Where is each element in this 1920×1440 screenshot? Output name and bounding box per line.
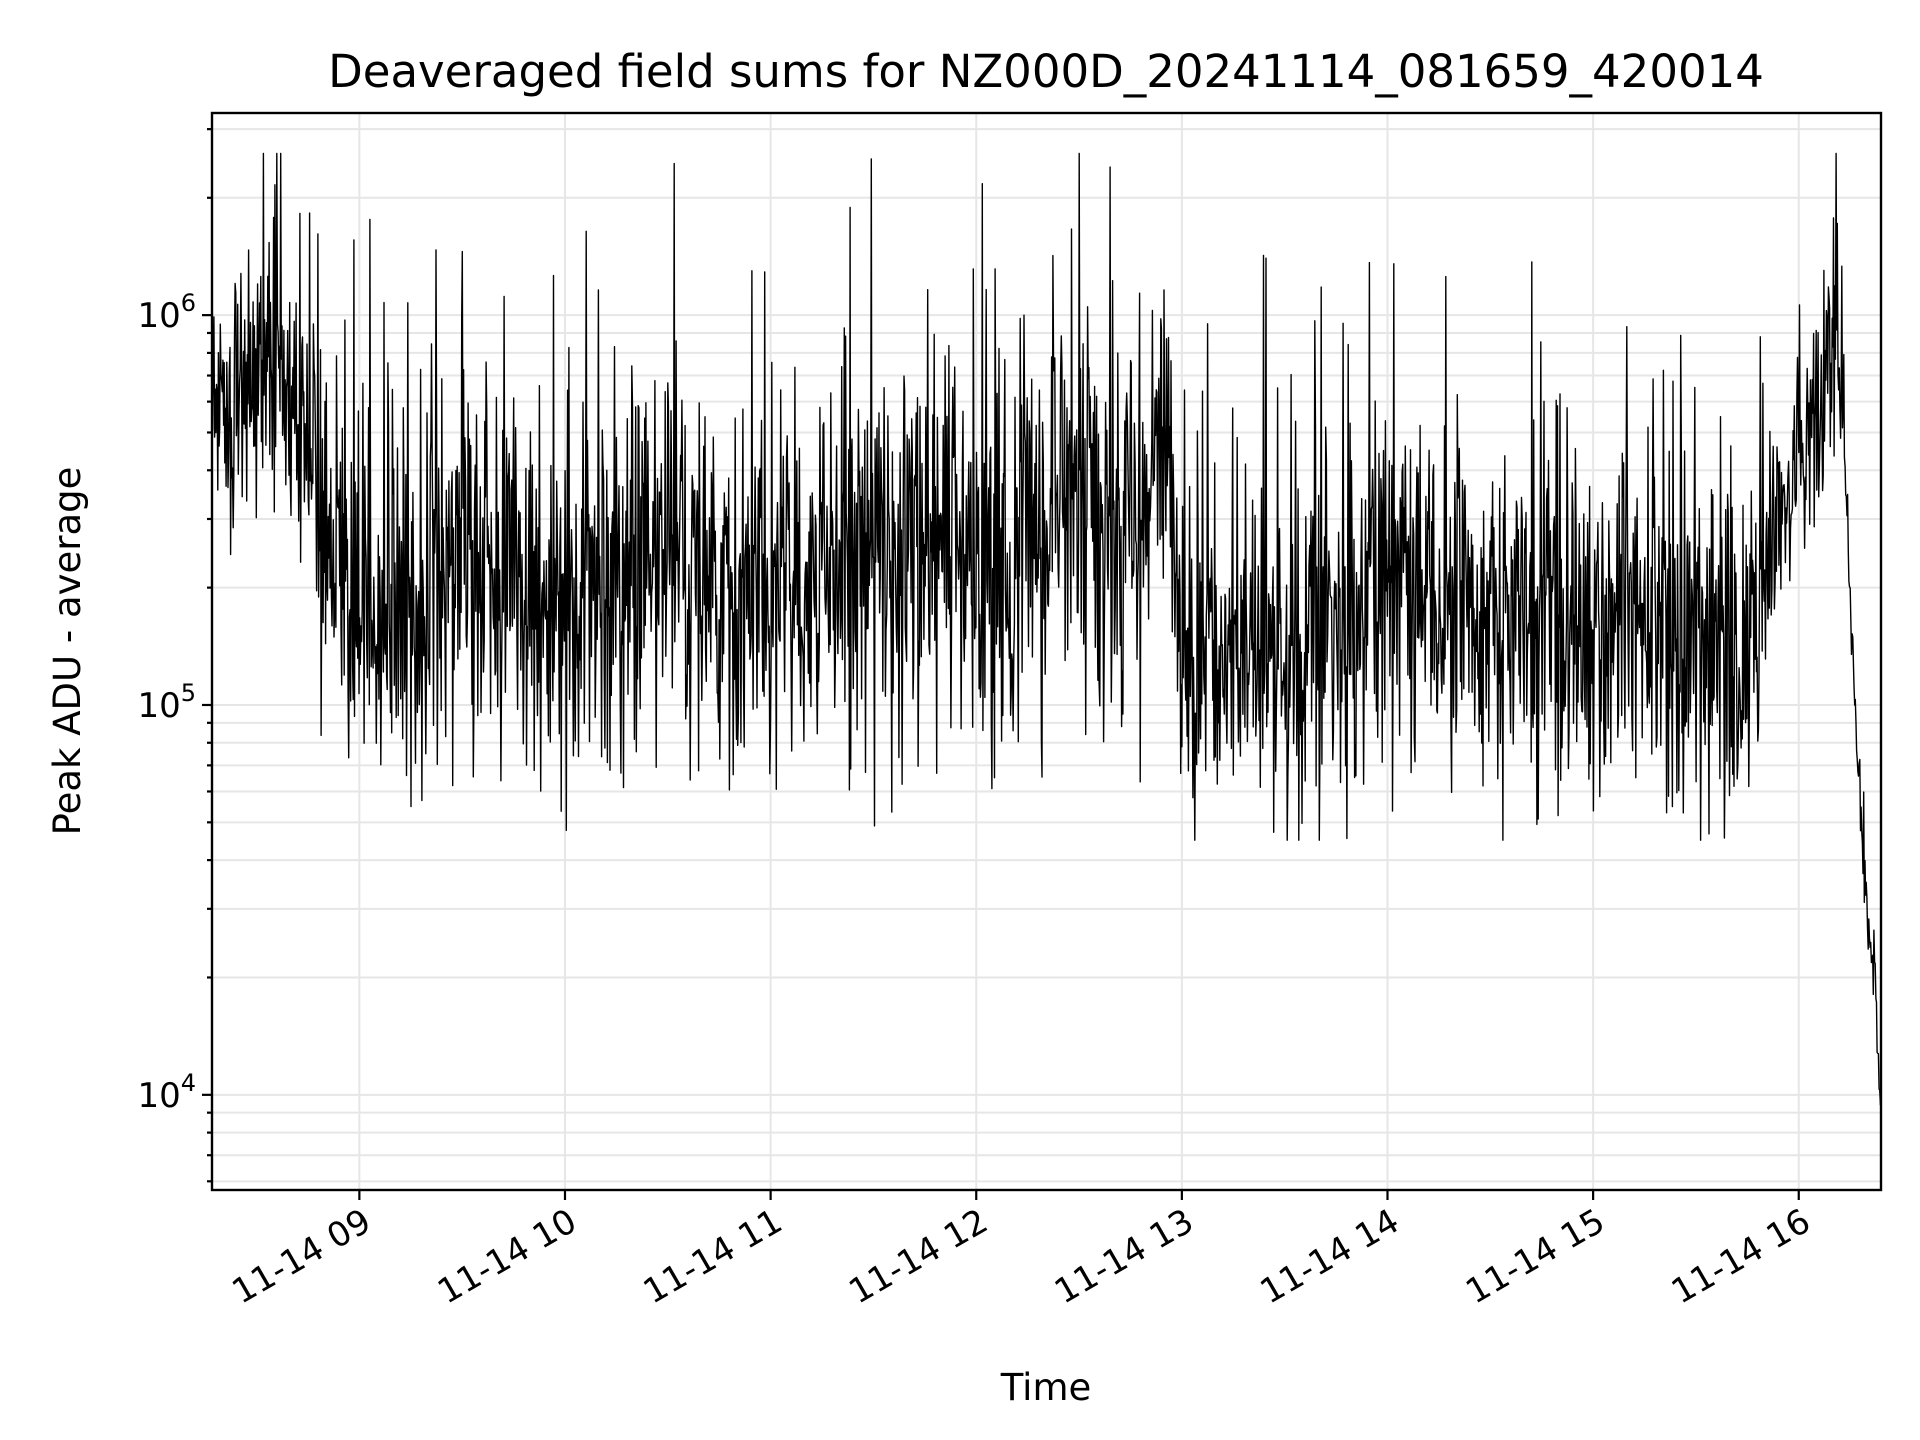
series-layer: [211, 152, 1882, 1107]
x-axis-label: Time: [1000, 1366, 1092, 1409]
plot-frame: [210, 111, 1883, 1192]
y-axis: 104 105 106: [137, 128, 212, 1183]
grid: [212, 113, 1881, 1190]
y-tick-label: 104: [137, 1069, 196, 1116]
chart-title: Deaveraged field sums for NZ000D_2024111…: [328, 45, 1764, 98]
y-tick-label: 105: [137, 679, 196, 726]
series-line: [211, 152, 1882, 1107]
y-tick-label: 106: [137, 289, 196, 336]
y-axis-label: Peak ADU - average: [46, 467, 89, 836]
